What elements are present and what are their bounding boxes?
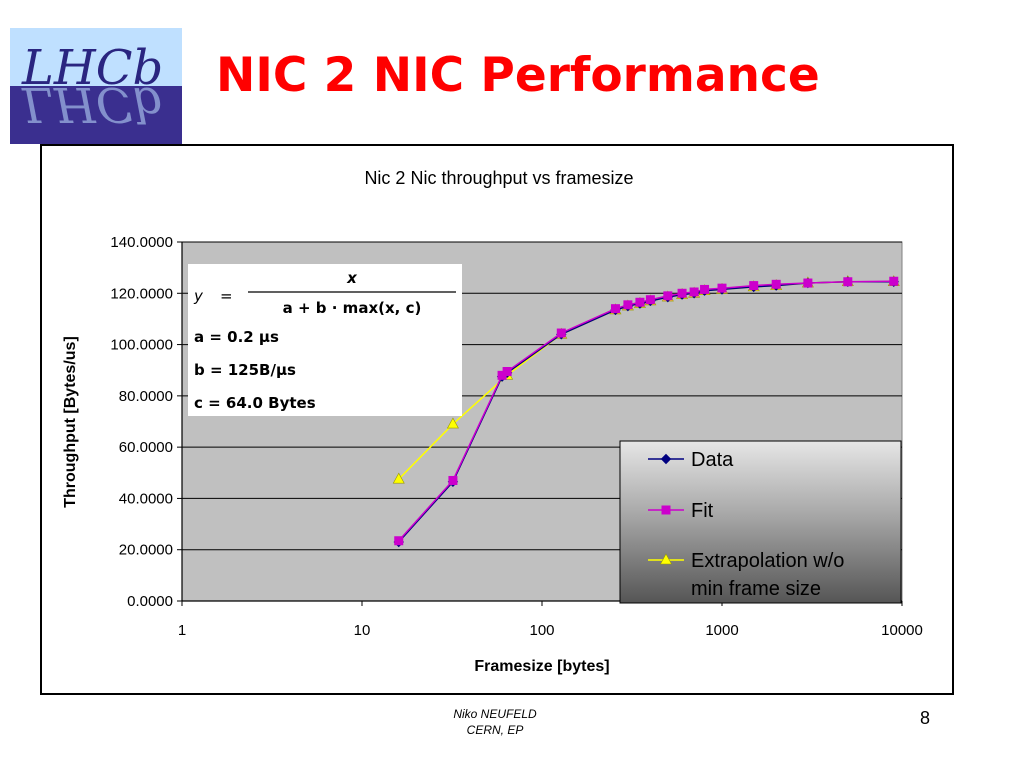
- y-axis-label: Throughput [Bytes/us]: [62, 336, 79, 508]
- logo-bottom-band: [10, 86, 182, 144]
- axes: 0.0000 20.0000 40.0000 60.0000 80.0000 100.00…: [110, 234, 922, 639]
- formula-denominator: a + b · max(x, c): [283, 299, 422, 317]
- legend-marker: [661, 505, 671, 515]
- formula-param-c: c = 64.0 Bytes: [194, 394, 316, 412]
- y-tick-label: 0.0000: [127, 593, 173, 610]
- legend-markers: [648, 453, 684, 565]
- svg-text:LHCb: LHCb: [21, 40, 163, 96]
- legend-box: [619, 440, 902, 604]
- legend-label-extrapolation-line1: Extrapolation w/o: [691, 550, 844, 572]
- formula-background: [188, 264, 462, 416]
- logo-text: LHCb: [21, 40, 163, 96]
- x-tick-label: 10: [354, 622, 371, 639]
- x-tick-label: 100: [529, 622, 554, 639]
- legend: Data Fit Extrapolation w/o min frame siz…: [619, 440, 902, 604]
- y-tick-label: 80.0000: [119, 388, 173, 405]
- footer-author: Niko NEUFELD CERN, EP: [400, 706, 590, 738]
- data-point: [446, 417, 459, 429]
- slide-title: NIC 2 NIC Performance: [216, 48, 820, 103]
- y-tick-label: 20.0000: [119, 542, 173, 559]
- chart-frame: Nic 2 Nic throughput vs framesize 0.0000…: [40, 144, 954, 695]
- y-tick-label: 40.0000: [119, 490, 173, 507]
- data-point: [843, 277, 853, 287]
- x-tick-label: 10000: [881, 622, 923, 639]
- chart-svg: Nic 2 Nic throughput vs framesize 0.0000…: [62, 168, 923, 675]
- y-tick-label: 120.0000: [110, 285, 173, 302]
- legend-marker: [659, 553, 673, 565]
- formula-equals: =: [220, 287, 233, 305]
- x-tick-label: 1: [178, 622, 186, 639]
- y-tick-label: 140.0000: [110, 234, 173, 251]
- series-layer: [392, 275, 900, 548]
- formula-lhs: y: [193, 287, 204, 305]
- svg-text:LHCb: LHCb: [21, 76, 163, 132]
- formula-box: y = x a + b · max(x, c) a = 0.2 μs b = 1…: [188, 264, 462, 416]
- data-point: [556, 328, 566, 338]
- legend-label-data: Data: [691, 449, 734, 471]
- y-tick-label: 60.0000: [119, 439, 173, 456]
- data-point: [749, 281, 759, 291]
- y-tick-label: 100.0000: [110, 337, 173, 354]
- page-number: 8: [920, 708, 931, 728]
- legend-label-extrapolation: Extrapolation w/o min frame size: [691, 550, 850, 600]
- data-point: [663, 291, 673, 301]
- data-point: [502, 366, 512, 376]
- data-point: [635, 297, 645, 307]
- data-point: [771, 279, 781, 289]
- data-point: [677, 288, 687, 298]
- legend-label-fit: Fit: [691, 500, 714, 522]
- data-point: [610, 304, 620, 314]
- legend-label-extrapolation-line2: min frame size: [691, 578, 821, 600]
- data-point: [623, 300, 633, 310]
- chart-title: Nic 2 Nic throughput vs framesize: [364, 168, 633, 188]
- data-point: [803, 278, 813, 288]
- x-axis-label: Framesize [bytes]: [474, 658, 609, 675]
- footer-author-affiliation: CERN, EP: [466, 723, 524, 737]
- legend-marker: [660, 453, 672, 465]
- x-tick-label: 1000: [705, 622, 738, 639]
- data-point: [448, 475, 458, 485]
- formula-param-b: b = 125B/μs: [194, 361, 296, 379]
- data-point: [717, 283, 727, 293]
- formula-numerator: x: [346, 269, 358, 287]
- series-square: [394, 276, 899, 546]
- footer-author-name: Niko NEUFELD: [453, 707, 537, 721]
- data-point: [889, 276, 899, 286]
- formula-param-a: a = 0.2 μs: [194, 328, 279, 346]
- data-point: [645, 295, 655, 305]
- lhcb-logo: LHCb LHCb: [10, 28, 182, 144]
- logo-reflection: LHCb: [21, 76, 163, 132]
- data-point: [700, 284, 710, 294]
- data-point: [689, 287, 699, 297]
- data-point: [394, 536, 404, 546]
- data-point: [392, 472, 405, 484]
